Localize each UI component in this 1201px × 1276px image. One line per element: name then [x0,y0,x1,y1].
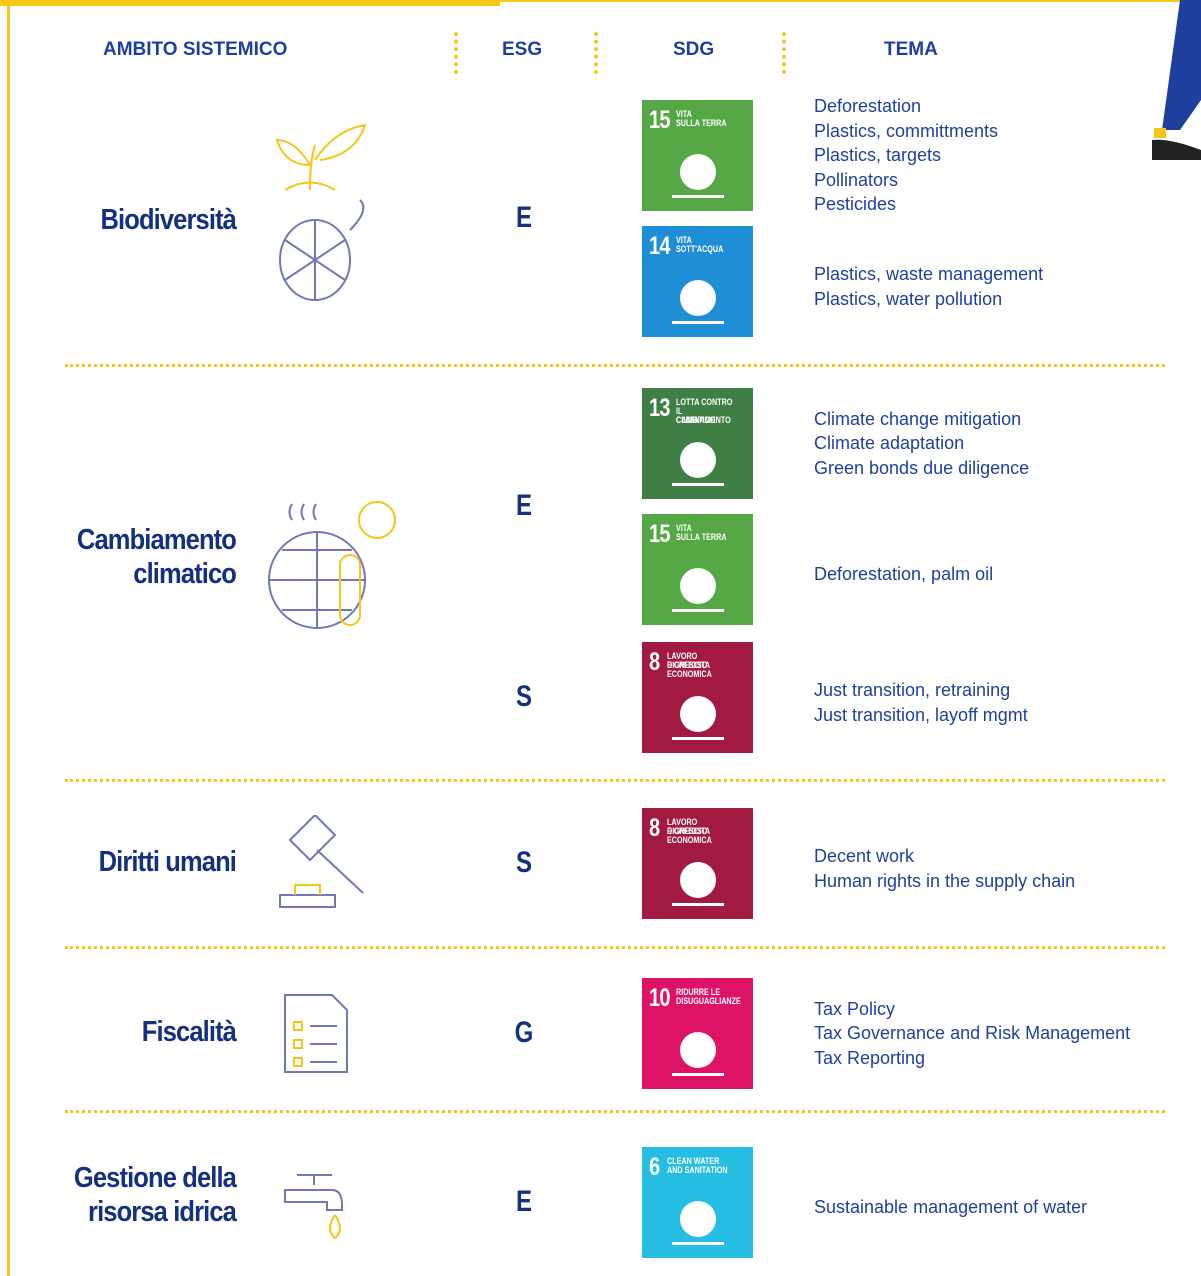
sdg-icon [672,154,724,198]
theme: Just transition, retraining [814,680,1011,700]
divider [65,1110,1165,1113]
sdg-label: VITA [676,523,692,533]
theme: Just transition, layoff mgmt [814,704,1028,725]
theme: Climate adaptation [814,433,965,454]
top-bar [0,0,500,6]
header-ambito: AMBITO SISTEMICO [103,39,288,60]
sdg-icon [672,696,724,740]
sdg-label: RIDURRE LE [676,987,721,997]
section-title: Diritti umani [98,846,237,878]
sdg-number: 14 [649,232,670,260]
section-title: Fiscalità [141,1016,237,1048]
icon-document [284,994,348,1073]
sdg-label: VITA [676,235,692,245]
theme: Sustainable management of water [814,1197,1088,1218]
section-title: Gestione della [73,1162,237,1194]
header-sep [594,32,598,74]
sdg-label: LAVORO DIGNITOSO [667,817,708,836]
theme: Deforestation, palm oil [814,564,994,585]
sdg-tile: 10 RIDURRE LE DISUGUAGLIANZE [642,978,753,1089]
esg-letter: E [515,200,532,234]
sdg-label: VITA [676,109,692,119]
figure-legs [1152,0,1201,160]
theme: Plastics, water pollution [814,288,1003,309]
section-title: Cambiamento [76,524,237,556]
section-title: Biodiversità [100,204,236,236]
divider [65,779,1165,782]
sdg-number: 15 [649,106,670,134]
icon-climate [268,501,396,629]
icon-tap [284,1174,343,1240]
sdg-icon [672,442,724,486]
theme: Pesticides [814,194,897,215]
sdg-icon [672,280,724,324]
theme: Plastics, targets [814,145,942,166]
sdg-number: 13 [649,394,670,422]
sdg-label: SULLA TERRA [676,532,727,542]
sdg-label: IL CAMBIAMENTO [676,406,731,425]
sdg-tile: 15 VITA SULLA TERRA [642,100,753,211]
sdg-label: SULLA TERRA [676,118,727,128]
sdg-number: 10 [649,984,670,1012]
divider [65,946,1165,949]
icon-biodiversity [275,123,367,301]
sdg-label: ECONOMICA [667,669,712,679]
sdg-label: E CRESCITA [667,660,711,670]
theme: Human rights in the supply chain [814,870,1076,891]
theme: Green bonds due diligence [814,457,1030,478]
sdg-number: 6 [649,1153,660,1181]
theme: Tax Policy [814,998,896,1019]
sdg-tile: 8 LAVORO DIGNITOSO E CRESCITA ECONOMICA [642,808,753,919]
theme: Tax Reporting [814,1047,926,1068]
esg-letter: G [514,1015,534,1049]
theme: Plastics, waste management [814,264,1044,284]
header-sep [782,32,786,74]
sdg-icon [672,568,724,612]
sdg-icon [672,1201,724,1245]
sdg-label: AND SANITATION [667,1165,728,1175]
header-esg: ESG [502,39,543,60]
sdg-icon [672,1032,724,1076]
header-sdg: SDG [673,39,715,60]
esg-letter: S [515,679,532,713]
sdg-label: E CRESCITA [667,826,711,836]
sdg-number: 15 [649,520,670,548]
header-sep [454,32,458,74]
esg-letter: E [515,1184,532,1218]
esg-letter: E [515,488,532,522]
top-line [500,0,1201,2]
theme: Plastics, committments [814,120,999,141]
sdg-label: CLEAN WATER [667,1156,720,1166]
sdg-label: DISUGUAGLIANZE [676,996,741,1006]
theme: Tax Governance and Risk Management [814,1023,1131,1044]
sdg-label: SOTT'ACQUA [676,244,724,254]
sdg-number: 8 [649,814,660,842]
theme: Climate change mitigation [814,408,1022,429]
sdg-number: 8 [649,648,660,676]
sdg-tile: 14 VITA SOTT'ACQUA [642,226,753,337]
sdg-tile: 13 LOTTA CONTRO IL CAMBIAMENTO CLIMATICO [642,388,753,499]
theme: Deforestation [814,96,922,117]
theme: Decent work [814,846,915,866]
divider [65,364,1165,367]
sdg-icon [672,862,724,906]
icon-gavel [279,815,364,908]
esg-letter: S [515,845,532,879]
sdg-tile: 15 VITA SULLA TERRA [642,514,753,625]
sdg-label: LOTTA CONTRO [676,397,733,407]
section-title: climatico [133,558,237,590]
left-border [7,0,10,1276]
sdg-label: LAVORO DIGNITOSO [667,651,708,670]
sdg-tile: 6 CLEAN WATER AND SANITATION [642,1147,753,1258]
sdg-label: ECONOMICA [667,835,712,845]
theme: Pollinators [814,169,899,190]
sdg-label: CLIMATICO [676,415,716,425]
header-tema: TEMA [884,39,938,60]
section-title: risorsa idrica [88,1196,237,1228]
sdg-tile: 8 LAVORO DIGNITOSO E CRESCITA ECONOMICA [642,642,753,753]
